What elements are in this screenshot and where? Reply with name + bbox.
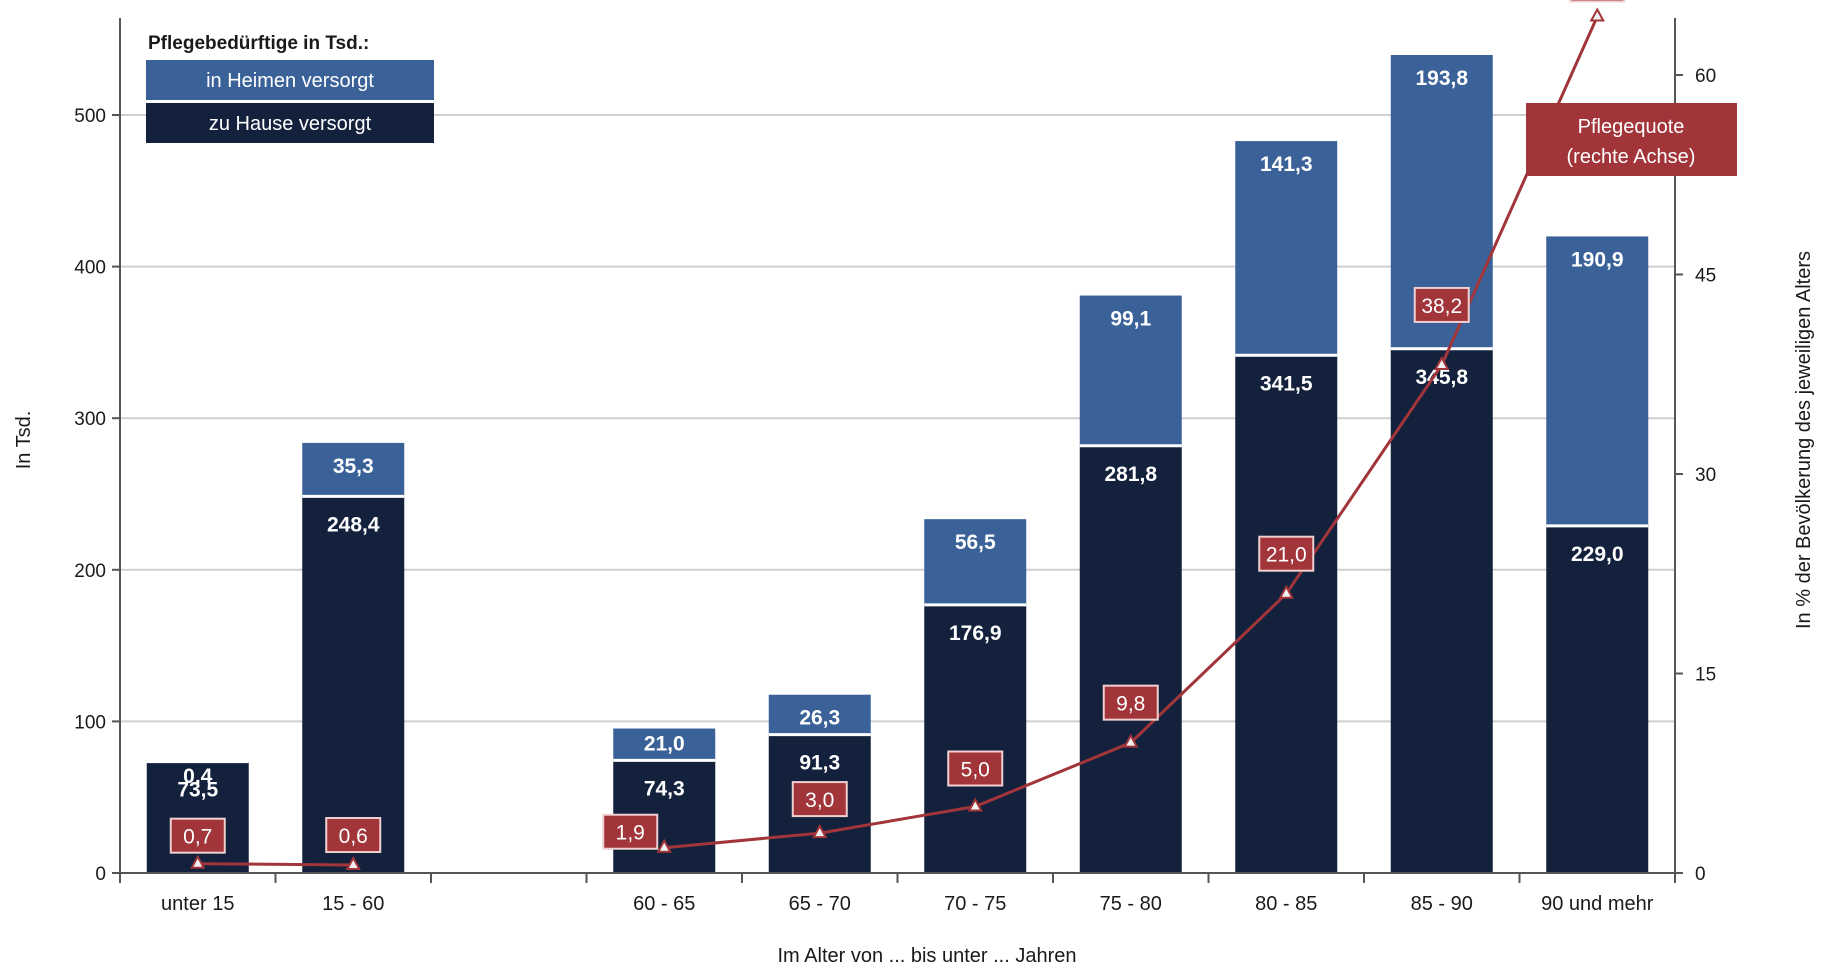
bar-heim [1546, 236, 1649, 526]
bar-label-heim: 141,3 [1260, 153, 1313, 176]
x-tick-label: 75 - 80 [1100, 893, 1162, 915]
bar-label-home: 74,3 [644, 777, 685, 800]
quota-marker [190, 854, 206, 869]
bar-label-heim: 99,1 [1110, 308, 1151, 331]
bar-label-heim: 190,9 [1571, 248, 1624, 271]
quota-label: 0,7 [183, 826, 212, 849]
quota-label-box [1258, 535, 1315, 572]
bar-home [1235, 355, 1338, 873]
bar-label-home: 341,5 [1260, 372, 1313, 395]
y-tick-label: 200 [74, 561, 106, 582]
y2-tick-label: 45 [1695, 266, 1716, 287]
bar-heim [613, 728, 716, 761]
quota-label-box [602, 813, 659, 850]
bar-heim [1079, 295, 1182, 446]
quota-marker [812, 824, 828, 839]
quota-label: 38,2 [1421, 295, 1462, 318]
quota-label: 1,9 [616, 822, 645, 845]
quota-label: 5,0 [961, 759, 990, 782]
quota-marker [1434, 355, 1450, 370]
quota-marker [656, 838, 672, 853]
quota-label-box [1413, 286, 1470, 323]
x-tick-label: 85 - 90 [1411, 893, 1473, 915]
quota-label-box [325, 817, 382, 854]
bar-label-heim: 21,0 [644, 733, 685, 756]
bar-label-heim: 35,3 [333, 455, 374, 478]
bar-label-home: 248,4 [327, 513, 380, 536]
bar-home [302, 496, 405, 873]
y-tick-label: 0 [95, 864, 106, 885]
y2-axis-title: In % der Bevölkerung des jeweiligen Alte… [1793, 251, 1815, 629]
bar-label-home: 91,3 [799, 752, 840, 775]
y2-tick-label: 0 [1695, 864, 1706, 885]
pflegequote-annotation-line1: Pflegequote [1578, 116, 1685, 138]
legend-title: Pflegebedürftige in Tsd.: [148, 33, 369, 54]
y2-tick-label: 60 [1695, 66, 1716, 87]
bar-home [1546, 525, 1649, 873]
bar-heim [1235, 141, 1338, 356]
x-tick-label: 65 - 70 [789, 893, 851, 915]
quota-marker [345, 855, 361, 871]
bar-label-home: 229,0 [1571, 543, 1624, 566]
quota-line: 0,70,61,93,05,09,821,038,264,4 [169, 0, 1626, 871]
bar-home [146, 761, 249, 873]
legend-swatch-heimen [146, 60, 434, 100]
bars: 73,50,4 248,4 35,3 74,3 21,0 91,3 26,3 176,9 56,… [146, 54, 1649, 873]
quota-marker [1278, 584, 1294, 599]
bar-heim [302, 442, 405, 497]
quota-label-box [1569, 0, 1626, 3]
bar-home [1390, 348, 1493, 873]
bar-heim [768, 694, 871, 735]
bar-heim [924, 519, 1027, 605]
quota-label: 3,0 [805, 789, 834, 812]
axes: 0 100 200 300 400 500 0 15 30 45 60 unter 15 15 - 60… [74, 18, 1716, 915]
y-axis-title: In Tsd. [13, 411, 35, 470]
quota-label-box [947, 750, 1004, 787]
bar-label-heim: 193,8 [1415, 67, 1468, 90]
y-tick-label: 500 [74, 106, 106, 127]
legend-label-heimen: in Heimen versorgt [206, 70, 374, 92]
y2-tick-label: 15 [1695, 665, 1716, 686]
y2-tick-label: 30 [1695, 465, 1716, 486]
quota-label-box [791, 781, 848, 818]
pflegequote-annotation-box [1526, 103, 1737, 176]
quota-label-box [1102, 684, 1159, 721]
x-tick-label: 15 - 60 [322, 893, 384, 915]
legend-label-hause: zu Hause versorgt [209, 113, 372, 135]
legend: Pflegebedürftige in Tsd.: in Heimen vers… [146, 33, 434, 143]
y-tick-label: 100 [74, 712, 106, 733]
quota-label-box [169, 817, 226, 854]
bar-label-home: 176,9 [949, 622, 1002, 645]
x-tick-label: 60 - 65 [633, 893, 695, 915]
quota-marker [1589, 7, 1605, 22]
x-tick-label: unter 15 [161, 893, 234, 915]
bar-home [1079, 445, 1182, 873]
quota-marker [1123, 733, 1139, 748]
x-axis-title: Im Alter von ... bis unter ... Jahren [777, 945, 1076, 967]
y-tick-label: 300 [74, 409, 106, 430]
y-tick-label: 400 [74, 258, 106, 279]
bar-label-heim: 0,4 [183, 765, 213, 788]
pflegequote-annotation: Pflegequote (rechte Achse) [1526, 103, 1737, 176]
quota-marker [967, 797, 983, 812]
legend-swatch-hause [146, 103, 434, 143]
pflegequote-annotation-line2: (rechte Achse) [1567, 146, 1696, 168]
x-tick-label: 70 - 75 [944, 893, 1006, 915]
bar-label-home: 73,5 [177, 779, 218, 802]
quota-label: 21,0 [1266, 544, 1307, 567]
bar-label-home: 281,8 [1104, 463, 1157, 486]
bar-home [924, 604, 1027, 873]
bar-label-heim: 26,3 [799, 707, 840, 730]
quota-label: 9,8 [1116, 693, 1145, 716]
quota-label: 0,6 [339, 825, 368, 848]
bar-label-heim: 56,5 [955, 531, 996, 554]
x-tick-label: 80 - 85 [1255, 893, 1317, 915]
x-tick-label: 90 und mehr [1541, 893, 1654, 915]
quota-line-path [197, 862, 354, 867]
